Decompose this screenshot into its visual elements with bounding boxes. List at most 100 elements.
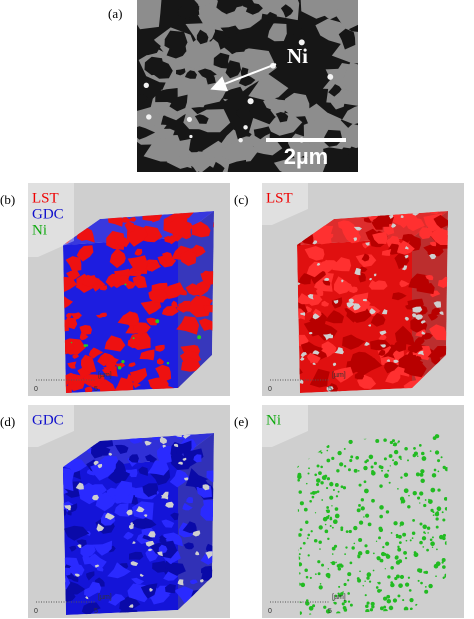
ni-particle: [340, 485, 344, 489]
pore: [353, 303, 361, 311]
ni-particle: [303, 507, 308, 512]
phase: [99, 285, 108, 291]
phase: [207, 321, 214, 333]
ni-particle: [372, 552, 375, 555]
ni-particle: [70, 341, 73, 344]
ni-particle: [349, 458, 353, 463]
pore: [176, 6, 190, 20]
pore: [369, 278, 373, 281]
ni-particle: [426, 548, 429, 552]
panel-label: (a): [108, 6, 122, 21]
ni-particle: [358, 520, 364, 525]
pore: [165, 501, 174, 508]
phase: [128, 362, 136, 367]
ni-particle: [405, 539, 408, 542]
pore: [300, 312, 306, 316]
phase: [429, 227, 448, 245]
ni-particle: [422, 524, 427, 529]
phase: [114, 503, 129, 517]
grain: [191, 151, 210, 172]
ni-particle: [399, 574, 405, 580]
ni-particle: [297, 533, 302, 537]
scale-end: 5: [328, 386, 332, 393]
panel-label: (b): [0, 192, 15, 207]
ni-particle: [326, 509, 331, 514]
ni-particle: [388, 605, 394, 611]
phase: [419, 227, 433, 240]
ni-particle: [299, 547, 302, 550]
phase: [161, 519, 175, 528]
phase: [332, 257, 352, 272]
ni-particle: [404, 582, 410, 587]
phase: [425, 275, 434, 281]
pore: [68, 507, 71, 511]
ni-particle: [186, 116, 192, 122]
phase: [146, 317, 159, 326]
phase: [427, 346, 448, 359]
ni-particle: [333, 601, 336, 604]
ni-particle: [385, 541, 390, 546]
pore: [169, 94, 188, 112]
ni-particle: [392, 459, 395, 462]
ni-particle: [442, 533, 446, 538]
phase: [423, 243, 444, 257]
phase: [176, 316, 200, 335]
ni-particle: [415, 472, 420, 477]
phase: [132, 322, 151, 335]
phase: [79, 325, 92, 335]
pore: [128, 523, 134, 530]
ni-particle: [397, 442, 399, 444]
ni-particle: [426, 526, 431, 530]
ni-particle: [390, 532, 393, 534]
ni-particle: [368, 580, 372, 583]
pore: [108, 452, 113, 456]
pore: [227, 159, 246, 172]
pore: [439, 311, 444, 316]
pore: [138, 40, 161, 56]
ni-particle: [431, 473, 437, 478]
pore: [312, 313, 320, 320]
ni-particle: [327, 73, 334, 80]
ni-particle: [336, 564, 341, 568]
phase: [368, 280, 380, 290]
pore: [401, 265, 408, 271]
phase: [322, 279, 331, 286]
ni-particle: [349, 561, 353, 565]
ni-particle: [305, 482, 308, 485]
phase: [82, 274, 99, 287]
ni-particle: [309, 613, 312, 615]
phase: [309, 368, 330, 388]
phase: [67, 361, 77, 369]
ni-particle: [430, 487, 436, 493]
scale-start: 0: [34, 386, 38, 393]
phase: [128, 551, 144, 560]
pore: [368, 324, 371, 327]
pore: [265, 11, 277, 25]
phase: [169, 468, 190, 488]
phase: [105, 273, 123, 288]
phase: [307, 352, 321, 364]
ni-particle: [393, 442, 398, 447]
ni-particle: [413, 447, 416, 450]
ni-particle: [441, 511, 444, 514]
ni-particle: [417, 579, 420, 582]
phase: [66, 313, 72, 318]
pore: [213, 52, 231, 69]
ni-particle: [146, 114, 152, 120]
pore: [194, 114, 209, 124]
phase: [333, 276, 353, 295]
pore: [126, 509, 133, 516]
ni-particle: [327, 514, 330, 517]
phase: [63, 509, 67, 516]
ni-particle: [335, 495, 339, 498]
pore: [128, 604, 134, 608]
pore: [365, 242, 370, 246]
phase: [148, 289, 168, 303]
legend-entry: Ni: [32, 222, 47, 238]
ni-particle: [358, 538, 363, 543]
ni-particle: [325, 573, 328, 576]
ni-particle: [383, 605, 387, 609]
phase: [67, 374, 86, 392]
ni-particle: [390, 566, 394, 570]
ni-particle: [299, 501, 304, 506]
